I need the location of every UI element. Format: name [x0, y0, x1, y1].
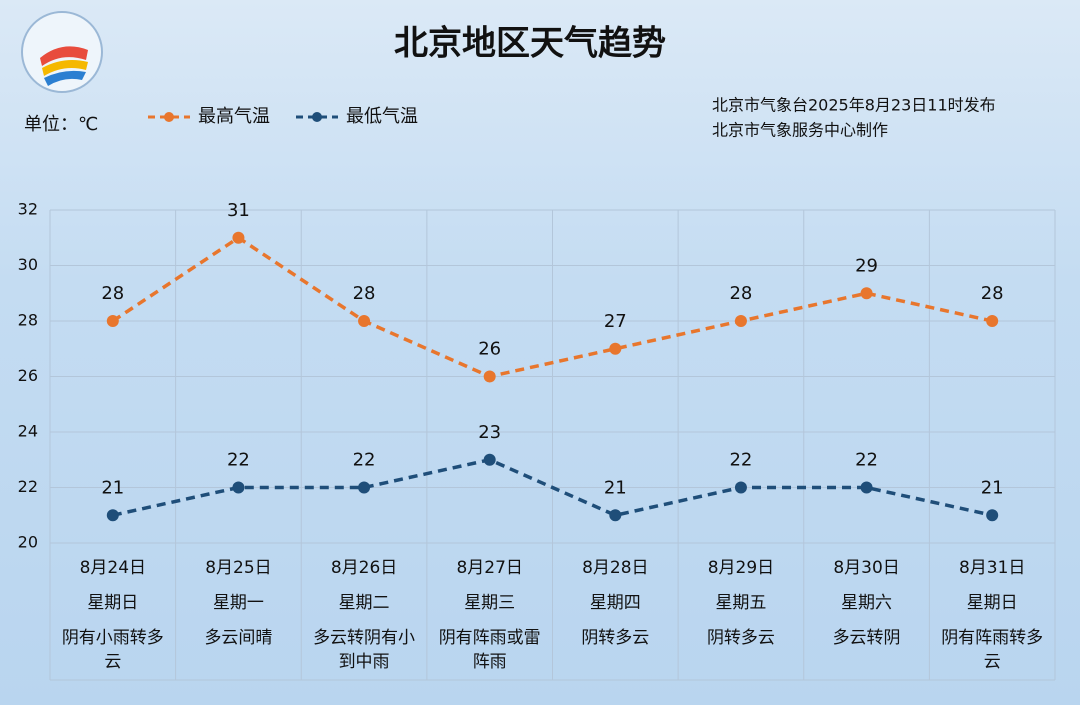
data-label: 28	[353, 283, 376, 304]
weekday-label: 星期六	[841, 593, 893, 613]
weather-label: 阴有小雨转多云	[61, 628, 164, 672]
weekday-label: 星期五	[715, 593, 767, 613]
date-label: 8月26日	[330, 558, 398, 578]
y-tick-label: 20	[18, 533, 38, 552]
point	[358, 481, 371, 494]
data-label: 26	[478, 339, 501, 360]
date-label: 8月31日	[958, 558, 1026, 578]
date-label: 8月29日	[707, 558, 775, 578]
weekday-label: 星期三	[464, 593, 516, 613]
data-label: 22	[353, 450, 376, 471]
y-tick-label: 32	[18, 200, 38, 219]
date-label: 8月24日	[79, 558, 147, 578]
weather-label: 阴转多云	[581, 628, 650, 648]
y-tick-label: 28	[18, 311, 38, 330]
point	[232, 231, 245, 244]
weather-label: 多云转阴有小到中雨	[313, 628, 416, 672]
point	[860, 481, 873, 494]
point	[734, 481, 747, 494]
point	[986, 509, 999, 522]
date-label: 8月25日	[205, 558, 272, 578]
date-label: 8月30日	[833, 558, 900, 578]
point	[106, 315, 119, 327]
data-label: 21	[604, 477, 627, 498]
weekday-label: 星期日	[87, 593, 139, 613]
weather-label: 多云间晴	[204, 628, 273, 648]
point	[609, 342, 622, 355]
weekday-label: 星期四	[589, 593, 641, 613]
logo	[21, 11, 103, 93]
point	[860, 287, 873, 300]
y-tick-label: 30	[18, 255, 38, 274]
weather-label: 阴有阵雨或雷阵雨	[438, 628, 541, 672]
series-line	[111, 235, 993, 379]
date-label: 8月27日	[456, 558, 523, 578]
source-line: 北京市气象服务中心制作	[712, 121, 888, 140]
source-line: 北京市气象台2025年8月23日11时发布	[712, 96, 996, 115]
date-label: 8月28日	[582, 558, 649, 578]
data-label: 27	[604, 311, 627, 332]
legend-label: 最高气温	[198, 106, 270, 127]
data-label: 21	[981, 477, 1004, 498]
point	[106, 509, 119, 522]
data-label: 23	[478, 422, 501, 443]
data-label: 29	[855, 255, 878, 276]
legend-marker	[164, 112, 174, 122]
series-line	[112, 457, 993, 518]
point	[986, 315, 999, 327]
data-label: 28	[729, 283, 752, 304]
y-tick-label: 22	[18, 477, 38, 496]
weather-label: 多云转阴	[832, 628, 901, 648]
unit-label: 单位：℃	[24, 114, 98, 135]
data-label: 21	[101, 477, 124, 498]
point	[609, 509, 622, 522]
data-label: 22	[729, 450, 752, 471]
data-label: 28	[101, 283, 124, 304]
data-label: 22	[855, 450, 878, 471]
data-label: 31	[227, 200, 250, 221]
data-label: 22	[227, 450, 250, 471]
weather-label: 阴有阵雨转多云	[941, 628, 1044, 672]
point	[483, 370, 496, 383]
data-label: 28	[981, 283, 1004, 304]
point	[483, 453, 496, 466]
point	[358, 315, 371, 327]
legend-label: 最低气温	[346, 106, 418, 127]
weekday-label: 星期一	[212, 593, 264, 613]
point	[734, 315, 747, 327]
chart-title: 北京地区天气趋势	[394, 24, 666, 64]
weekday-label: 星期日	[966, 593, 1018, 613]
weather-label: 阴转多云	[706, 628, 775, 648]
y-tick-label: 26	[18, 366, 38, 385]
y-tick-label: 24	[18, 422, 38, 441]
legend-marker	[312, 112, 322, 122]
point	[232, 481, 245, 494]
weekday-label: 星期二	[338, 593, 390, 613]
